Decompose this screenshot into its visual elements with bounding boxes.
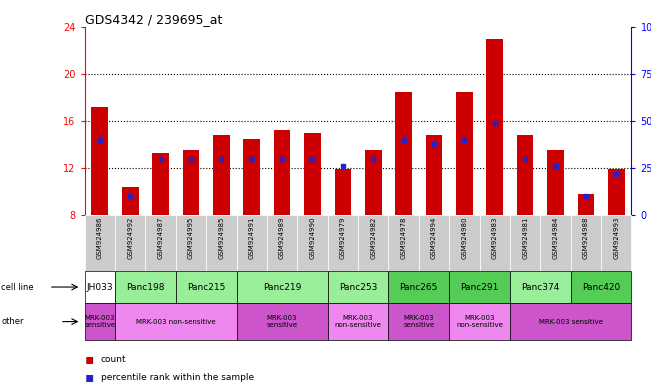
Text: GSM924982: GSM924982 xyxy=(370,216,376,258)
Bar xyxy=(273,131,290,215)
Text: GSM924990: GSM924990 xyxy=(309,216,316,259)
Bar xyxy=(358,215,389,271)
Bar xyxy=(115,303,236,340)
Bar xyxy=(365,151,381,215)
Text: MRK-003
sensitive: MRK-003 sensitive xyxy=(84,315,115,328)
Text: MRK-003 non-sensitive: MRK-003 non-sensitive xyxy=(136,319,215,324)
Text: GSM924979: GSM924979 xyxy=(340,216,346,259)
Bar xyxy=(327,303,389,340)
Bar xyxy=(206,215,236,271)
Text: Panc265: Panc265 xyxy=(400,283,438,291)
Text: GSM924987: GSM924987 xyxy=(158,216,163,259)
Bar xyxy=(419,215,449,271)
Text: Panc215: Panc215 xyxy=(187,283,225,291)
Text: GSM924978: GSM924978 xyxy=(400,216,407,259)
Bar xyxy=(389,303,449,340)
Text: other: other xyxy=(1,317,24,326)
Bar xyxy=(122,187,139,215)
Bar xyxy=(540,215,571,271)
Bar xyxy=(182,151,199,215)
Text: ▪: ▪ xyxy=(85,352,94,366)
Bar xyxy=(85,271,115,303)
Text: MRK-003
sensitive: MRK-003 sensitive xyxy=(403,315,434,328)
Bar xyxy=(456,91,473,215)
Text: GDS4342 / 239695_at: GDS4342 / 239695_at xyxy=(85,13,222,26)
Bar xyxy=(389,271,449,303)
Text: MRK-003
non-sensitive: MRK-003 non-sensitive xyxy=(335,315,381,328)
Text: GSM924984: GSM924984 xyxy=(553,216,559,258)
Bar xyxy=(510,215,540,271)
Bar xyxy=(335,169,352,215)
Bar xyxy=(267,215,298,271)
Text: GSM924983: GSM924983 xyxy=(492,216,498,259)
Bar xyxy=(236,215,267,271)
Bar xyxy=(152,153,169,215)
Bar xyxy=(145,215,176,271)
Bar xyxy=(510,271,571,303)
Bar xyxy=(85,215,115,271)
Bar xyxy=(449,271,510,303)
Bar xyxy=(115,215,145,271)
Text: GSM924981: GSM924981 xyxy=(522,216,528,259)
Bar xyxy=(395,91,412,215)
Text: JH033: JH033 xyxy=(87,283,113,291)
Text: Panc420: Panc420 xyxy=(582,283,620,291)
Text: GSM924988: GSM924988 xyxy=(583,216,589,259)
Bar xyxy=(547,151,564,215)
Text: GSM924989: GSM924989 xyxy=(279,216,285,259)
Bar xyxy=(236,271,327,303)
Text: GSM924995: GSM924995 xyxy=(188,216,194,258)
Bar xyxy=(601,215,631,271)
Text: GSM924994: GSM924994 xyxy=(431,216,437,258)
Text: MRK-003 sensitive: MRK-003 sensitive xyxy=(539,319,603,324)
Text: MRK-003
sensitive: MRK-003 sensitive xyxy=(266,315,298,328)
Bar xyxy=(176,271,236,303)
Bar xyxy=(327,215,358,271)
Text: MRK-003
non-sensitive: MRK-003 non-sensitive xyxy=(456,315,503,328)
Text: Panc291: Panc291 xyxy=(460,283,499,291)
Bar xyxy=(449,215,480,271)
Bar xyxy=(298,215,327,271)
Bar xyxy=(236,303,327,340)
Bar xyxy=(449,303,510,340)
Text: GSM924991: GSM924991 xyxy=(249,216,255,259)
Bar xyxy=(517,135,534,215)
Bar xyxy=(85,303,115,340)
Text: GSM924980: GSM924980 xyxy=(462,216,467,259)
Text: Panc198: Panc198 xyxy=(126,283,165,291)
Bar xyxy=(176,215,206,271)
Bar xyxy=(91,107,108,215)
Text: cell line: cell line xyxy=(1,283,34,291)
Text: Panc253: Panc253 xyxy=(339,283,377,291)
Text: ▪: ▪ xyxy=(85,370,94,384)
Bar xyxy=(389,215,419,271)
Bar xyxy=(486,39,503,215)
Bar xyxy=(608,169,625,215)
Bar xyxy=(243,139,260,215)
Text: GSM924986: GSM924986 xyxy=(97,216,103,259)
Bar xyxy=(571,271,631,303)
Text: Panc374: Panc374 xyxy=(521,283,559,291)
Text: GSM924993: GSM924993 xyxy=(613,216,619,259)
Bar xyxy=(480,215,510,271)
Bar xyxy=(571,215,601,271)
Text: GSM924985: GSM924985 xyxy=(218,216,225,258)
Bar xyxy=(426,135,443,215)
Bar xyxy=(577,194,594,215)
Bar xyxy=(510,303,631,340)
Text: count: count xyxy=(101,354,126,364)
Bar xyxy=(115,271,176,303)
Bar xyxy=(327,271,389,303)
Bar xyxy=(213,135,230,215)
Bar xyxy=(304,133,321,215)
Text: Panc219: Panc219 xyxy=(263,283,301,291)
Text: GSM924992: GSM924992 xyxy=(127,216,133,258)
Text: percentile rank within the sample: percentile rank within the sample xyxy=(101,372,254,382)
